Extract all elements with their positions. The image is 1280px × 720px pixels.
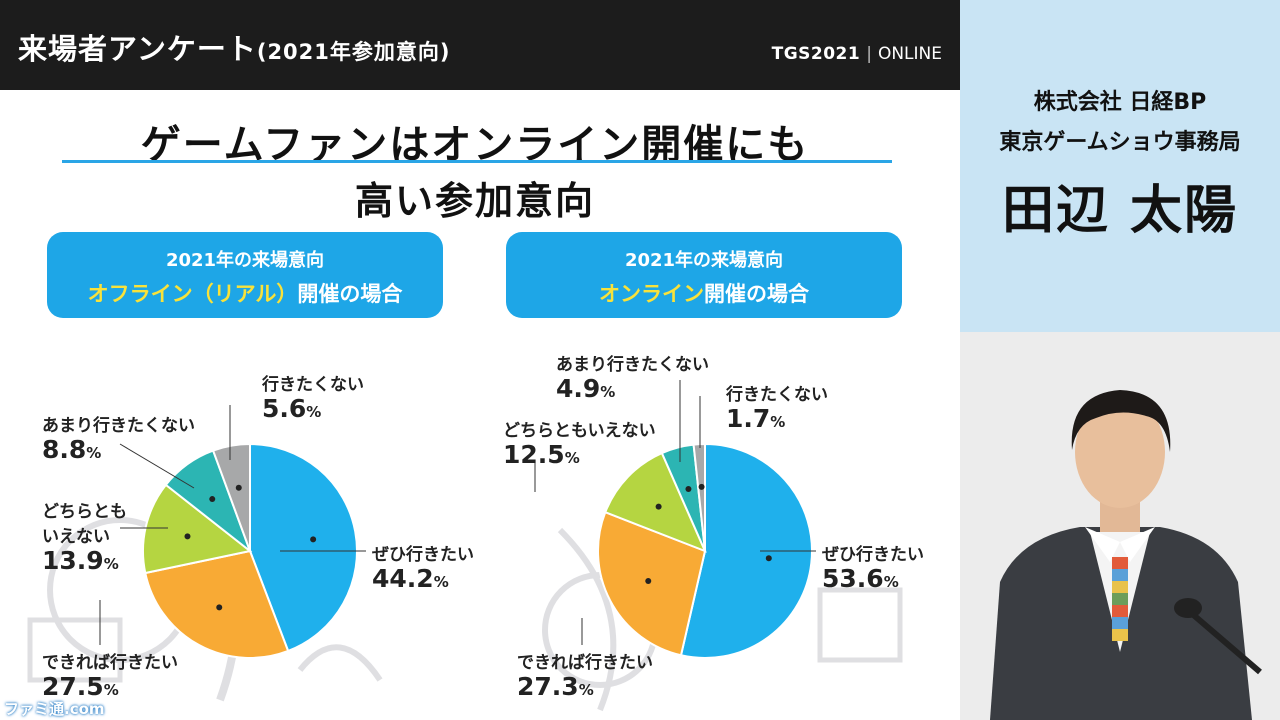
pie-charts (99, 380, 816, 659)
offline-slice-ikitakunai (211, 442, 251, 552)
online-badge-line1: 2021年の来場意向 (624, 250, 784, 271)
online-badge-rest: 開催の場合 (704, 282, 809, 306)
offline-badge-line1: 2021年の来場意向 (165, 250, 325, 271)
left-label-zehi: ぜひ行きたい 44.2% (372, 545, 474, 593)
speaker-panel: 株式会社 日経BP 東京ゲームショウ事務局 田辺 太陽 (960, 0, 1280, 720)
headline-underline (62, 160, 892, 163)
offline-leader-amari (119, 443, 195, 489)
right-label-amari: あまり行きたくない 4.9% (556, 355, 709, 403)
offline-chart-badge: 2021年の来場意向 オフライン（リアル）開催の場合 (47, 232, 443, 318)
right-label-ikitakunai: 行きたくない 1.7% (726, 385, 828, 433)
speaker-nameplate: 株式会社 日経BP 東京ゲームショウ事務局 田辺 太陽 (960, 0, 1280, 332)
online-slice-dochira (603, 451, 707, 553)
offline-slice-zehi-marker (310, 536, 317, 543)
watermark-logo: ファミ通.com (4, 700, 105, 718)
offline-badge-rest: 開催の場合 (297, 282, 403, 306)
headline-line-2: 高い参加意向 (354, 179, 595, 223)
brand-logo-text: TGS2021 (771, 44, 861, 64)
slide-title-sub: (2021年参加意向) (256, 40, 451, 64)
left-label-ikitakunai: 行きたくない 5.6% (262, 375, 364, 423)
online-slice-dekireba (597, 510, 707, 657)
online-slice-amari-marker (685, 485, 692, 492)
online-slice-zehi-marker (765, 555, 772, 562)
brand-suffix: ONLINE (877, 44, 942, 64)
right-label-dochira: どちらともいえない 12.5% (503, 421, 656, 469)
presentation-slide: 来場者アンケート(2021年参加意向) TGS2021 | ONLINE ゲームファ… (0, 0, 960, 720)
slide-header: 来場者アンケート(2021年参加意向) TGS2021 | ONLINE (0, 0, 960, 90)
brand-separator: | (866, 44, 872, 64)
speaker-name: 田辺 太陽 (1001, 181, 1239, 241)
slide-title: 来場者アンケート(2021年参加意向) (18, 26, 451, 68)
online-badge-line2: オンライン開催の場合 (506, 278, 902, 308)
event-brand: TGS2021 | ONLINE (772, 44, 942, 64)
left-label-dochira: どちらとも いえない 13.9% (42, 502, 127, 575)
online-chart-badge: 2021年の来場意向 オンライン開催の場合 (506, 232, 902, 318)
offline-badge-line2: オフライン（リアル）開催の場合 (47, 278, 443, 308)
online-slice-zehi (679, 442, 813, 659)
offline-slice-ikitakunai-marker (235, 484, 242, 491)
offline-slice-zehi (249, 442, 358, 653)
offline-slice-dekireba-marker (216, 604, 223, 611)
offline-badge-highlight: オフライン（リアル） (87, 282, 298, 306)
offline-slice-dochira (142, 483, 253, 575)
online-slice-ikitakunai (692, 442, 706, 552)
online-slice-dekireba-marker (645, 578, 652, 585)
offline-slice-dekireba (144, 549, 290, 659)
online-slice-ikitakunai-marker (698, 483, 705, 490)
speaker-company: 株式会社 日経BP (1033, 90, 1207, 115)
speaker-video (960, 332, 1280, 720)
left-label-dekireba: できれば行きたい 27.5% (42, 653, 178, 701)
offline-slice-dochira-marker (184, 533, 191, 540)
offline-slice-amari-marker (209, 496, 216, 503)
right-label-zehi: ぜひ行きたい 53.6% (822, 545, 924, 593)
online-badge-highlight: オンライン (599, 282, 704, 306)
slide-title-main: 来場者アンケート (18, 32, 257, 66)
left-label-amari: あまり行きたくない 8.8% (42, 416, 195, 464)
speaker-silhouette (960, 332, 1280, 720)
speaker-department: 東京ゲームショウ事務局 (999, 130, 1241, 155)
online-slice-dochira-marker (655, 503, 662, 510)
right-label-dekireba: できれば行きたい 27.3% (517, 653, 653, 701)
